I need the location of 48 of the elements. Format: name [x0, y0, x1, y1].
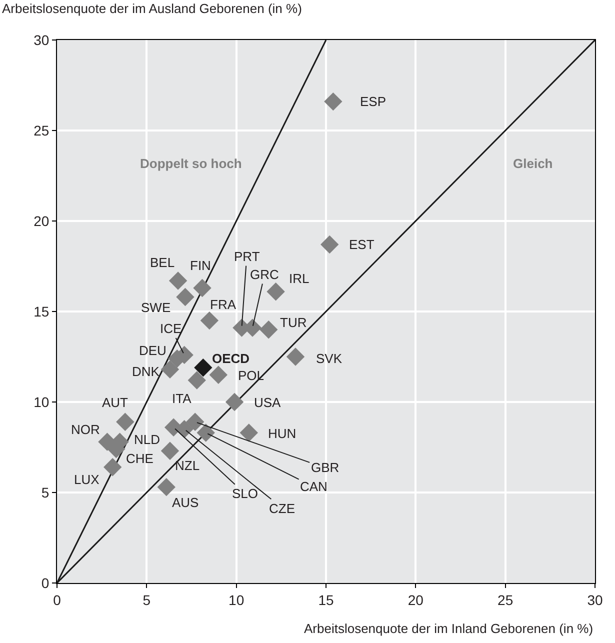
y-tick-label: 10 [34, 394, 50, 410]
annotation: ICE [160, 321, 182, 336]
annotation: TUR [280, 315, 307, 330]
annotation: ITA [172, 391, 192, 406]
annotation: NZL [175, 458, 200, 473]
annotation: SWE [141, 300, 171, 315]
x-tick-label: 5 [142, 592, 151, 608]
annotation: OECD [212, 351, 250, 366]
annotation: NOR [71, 422, 100, 437]
annotation: CHE [126, 451, 154, 466]
annotation: CZE [269, 501, 296, 516]
annotation: CAN [300, 479, 328, 494]
annotation: AUT [102, 395, 128, 410]
annotation: Doppelt so hoch [140, 156, 242, 171]
annotation: POL [238, 368, 264, 383]
annotation: DEU [139, 343, 166, 358]
annotation: Gleich [513, 156, 553, 171]
annotation: AUS [172, 495, 200, 510]
annotation: GBR [311, 460, 340, 475]
annotation: USA [254, 395, 282, 410]
x-tick-label: 15 [318, 592, 334, 608]
annotation: LUX [74, 472, 100, 487]
y-axis-title: Arbeitslosenquote der im Ausland Geborenen (in %) [2, 1, 302, 16]
x-tick-label: 20 [408, 592, 424, 608]
annotation: SLO [232, 486, 258, 501]
x-tick-label: 30 [587, 592, 603, 608]
y-tick-label: 15 [34, 303, 50, 320]
annotation: SVK [316, 351, 342, 366]
x-tick-label: 10 [228, 592, 244, 608]
annotation: BEL [150, 255, 175, 270]
annotation: FIN [190, 258, 211, 273]
annotation: PRT [234, 249, 260, 264]
annotation: EST [349, 237, 374, 252]
y-tick-label: 30 [34, 32, 50, 48]
annotation: FRA [210, 297, 236, 312]
y-tick-label: 20 [34, 212, 50, 229]
annotation: DNK [132, 364, 160, 379]
x-tick-label: 25 [498, 592, 514, 608]
y-tick-label: 5 [41, 484, 50, 500]
annotation: HUN [268, 426, 296, 441]
y-tick-label: 25 [34, 122, 50, 138]
annotation: ESP [360, 94, 386, 109]
annotation: IRL [289, 271, 310, 286]
x-axis-title: Arbeitslosenquote der im Inland Geborenen (in %) [304, 621, 594, 636]
y-tick-label: 0 [41, 574, 50, 591]
annotation: GRC [250, 267, 279, 282]
annotation: NLD [134, 432, 160, 447]
x-tick-label: 0 [53, 592, 62, 608]
